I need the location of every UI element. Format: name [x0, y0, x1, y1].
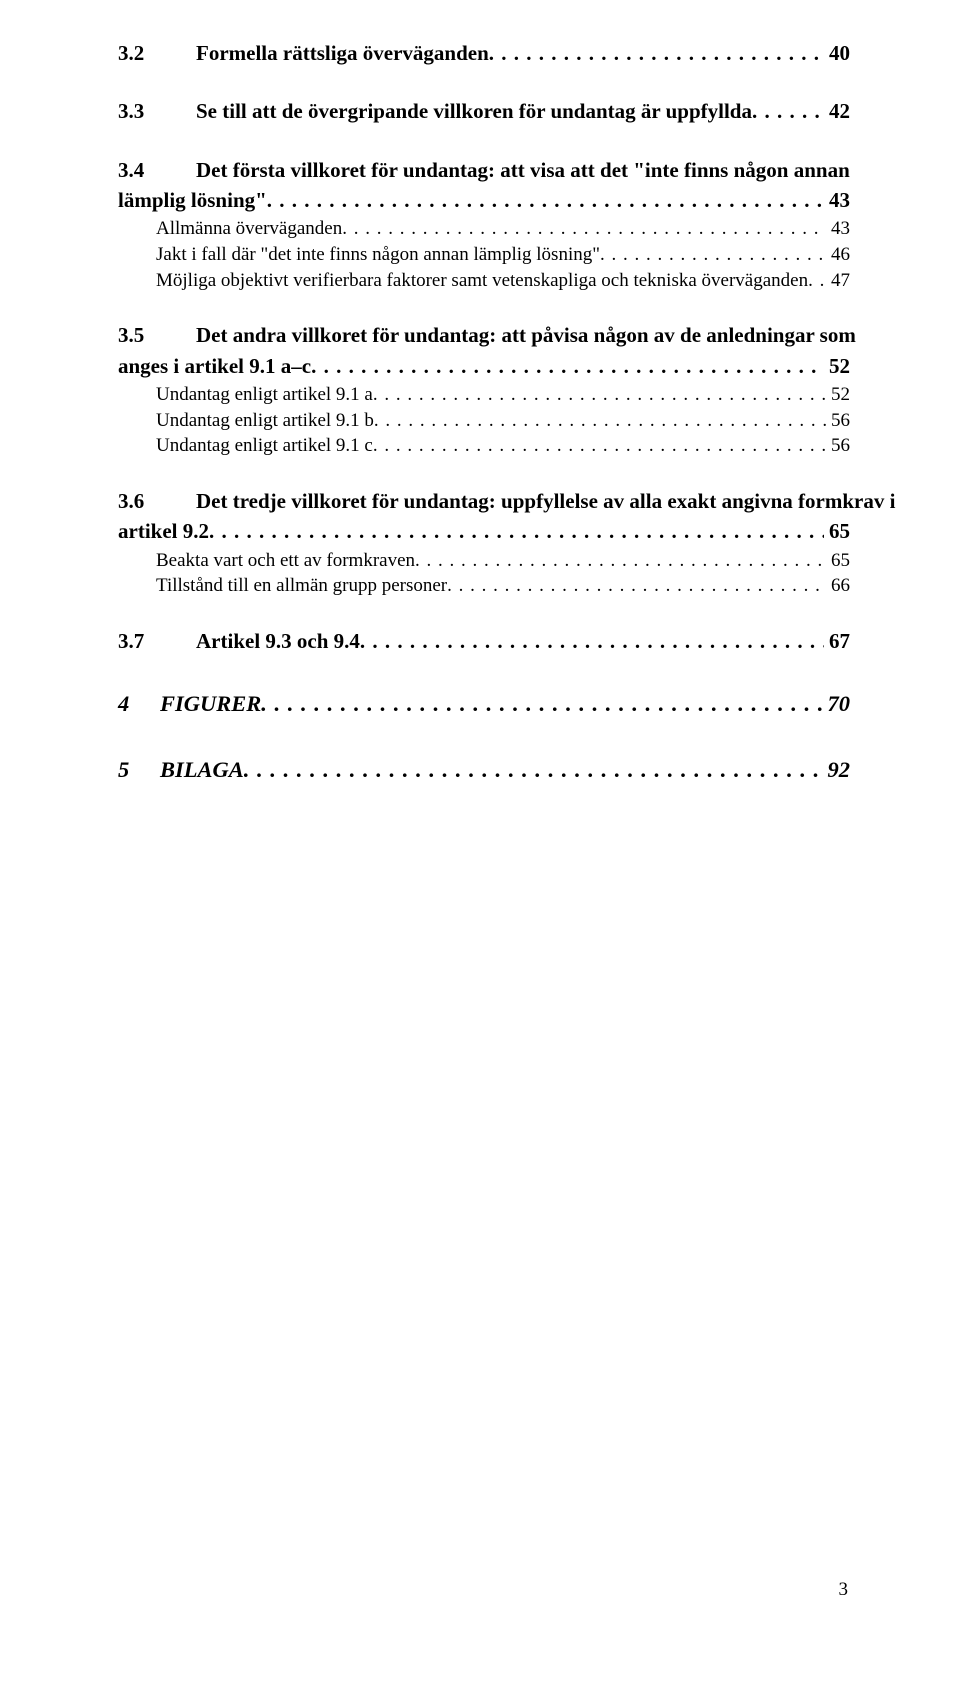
toc-leader-dots: . . . . . . . . . . . . . . . . . . . . …: [373, 434, 826, 458]
toc-entry-page: 47: [826, 269, 850, 293]
toc-entry-label: Jakt i fall där "det inte finns någon an…: [156, 243, 600, 267]
toc-entry: Undantag enligt artikel 9.1 a . . . . . …: [118, 383, 850, 407]
toc-entry-page: 43: [826, 217, 850, 241]
toc-leader-dots: . . . . . . . . . . . . . . . . . . . . …: [244, 756, 822, 784]
page-number: 3: [839, 1579, 849, 1601]
toc-entry-label: Det första villkoret för undantag: att v…: [196, 157, 850, 183]
toc-entry-label: Formella rättsliga överväganden: [196, 40, 489, 66]
toc-leader-dots: . . . . . . . . . . . . . . . . . . . . …: [261, 690, 822, 718]
toc-entry-label: Det tredje villkoret för undantag: uppfy…: [196, 488, 895, 514]
toc-entry: 3.2Formella rättsliga överväganden . . .…: [118, 40, 850, 66]
spacer: [118, 460, 850, 478]
toc-entry-label: lämplig lösning": [118, 187, 267, 213]
toc-entry-page: 67: [824, 628, 850, 654]
toc-entry-label: Se till att de övergripande villkoren fö…: [196, 98, 752, 124]
toc-entry-label: Artikel 9.3 och 9.4: [196, 628, 360, 654]
toc-entry-number: 3.3: [118, 98, 196, 124]
toc-leader-dots: . . . . . . . . . . . . . . . . . . . . …: [209, 518, 824, 544]
toc-entry-number: 5: [118, 756, 160, 784]
spacer: [118, 600, 850, 618]
toc-entry-page: 52: [824, 353, 850, 379]
toc-entry-page: 66: [826, 574, 850, 598]
toc-leader-dots: . . . . . . . . . . . . . . . . . . . . …: [489, 40, 824, 66]
toc-leader-dots: . . . . . . . . . . . . . . . . . . . . …: [600, 243, 826, 267]
toc-entry-page: 92: [822, 756, 850, 784]
spacer: [118, 658, 850, 676]
toc-entry-label: Beakta vart och ett av formkraven: [156, 549, 415, 573]
toc-entry-page: 65: [826, 549, 850, 573]
toc-entry-page: 56: [826, 434, 850, 458]
toc-entry-number: 3.5: [118, 322, 196, 348]
toc-entry: Beakta vart och ett av formkraven . . . …: [118, 549, 850, 573]
table-of-contents: 3.2Formella rättsliga överväganden . . .…: [118, 40, 850, 785]
toc-leader-dots: . . . . . . . . . . . . . . . . . . . . …: [752, 98, 824, 124]
toc-entry-page: 70: [822, 690, 850, 718]
toc-entry-label: FIGURER: [160, 690, 261, 718]
toc-entry-label: Möjliga objektivt verifierbara faktorer …: [156, 269, 808, 293]
toc-entry-number: 4: [118, 690, 160, 718]
toc-entry: 5BILAGA . . . . . . . . . . . . . . . . …: [118, 756, 850, 784]
spacer: [118, 724, 850, 742]
toc-entry-label: Allmänna överväganden: [156, 217, 342, 241]
toc-entry-label: Undantag enligt artikel 9.1 a: [156, 383, 373, 407]
toc-entry-page: 52: [826, 383, 850, 407]
toc-entry: 3.6Det tredje villkoret för undantag: up…: [118, 488, 850, 514]
toc-entry: artikel 9.2 . . . . . . . . . . . . . . …: [118, 518, 850, 544]
toc-entry-page: 65: [824, 518, 850, 544]
toc-entry: Jakt i fall där "det inte finns någon an…: [118, 243, 850, 267]
toc-entry-label: anges i artikel 9.1 a–c: [118, 353, 311, 379]
toc-entry-label: Det andra villkoret för undantag: att på…: [196, 322, 856, 348]
toc-entry-label: Undantag enligt artikel 9.1 b: [156, 409, 374, 433]
toc-entry-number: 3.6: [118, 488, 196, 514]
spacer: [118, 294, 850, 312]
toc-leader-dots: . . . . . . . . . . . . . . . . . . . . …: [415, 549, 826, 573]
toc-leader-dots: . . . . . . . . . . . . . . . . . . . . …: [360, 628, 824, 654]
toc-entry: 3.3Se till att de övergripande villkoren…: [118, 98, 850, 124]
toc-entry: 4FIGURER . . . . . . . . . . . . . . . .…: [118, 690, 850, 718]
toc-leader-dots: . . . . . . . . . . . . . . . . . . . . …: [311, 353, 824, 379]
toc-entry: 3.7Artikel 9.3 och 9.4 . . . . . . . . .…: [118, 628, 850, 654]
toc-entry-number: 3.7: [118, 628, 196, 654]
toc-entry-number: 3.4: [118, 157, 196, 183]
toc-entry: Undantag enligt artikel 9.1 c . . . . . …: [118, 434, 850, 458]
toc-entry-label: BILAGA: [160, 756, 244, 784]
toc-entry: Allmänna överväganden . . . . . . . . . …: [118, 217, 850, 241]
toc-entry: anges i artikel 9.1 a–c . . . . . . . . …: [118, 353, 850, 379]
document-page: 3.2Formella rättsliga överväganden . . .…: [0, 0, 960, 1693]
toc-leader-dots: . . . . . . . . . . . . . . . . . . . . …: [808, 269, 826, 293]
toc-entry-page: 56: [826, 409, 850, 433]
toc-entry: lämplig lösning" . . . . . . . . . . . .…: [118, 187, 850, 213]
toc-entry-label: Tillstånd till en allmän grupp personer: [156, 574, 447, 598]
toc-leader-dots: . . . . . . . . . . . . . . . . . . . . …: [447, 574, 826, 598]
toc-leader-dots: . . . . . . . . . . . . . . . . . . . . …: [373, 383, 826, 407]
toc-entry: 3.4Det första villkoret för undantag: at…: [118, 157, 850, 183]
toc-entry: 3.5Det andra villkoret för undantag: att…: [118, 322, 850, 348]
toc-entry-page: 42: [824, 98, 850, 124]
toc-entry: Möjliga objektivt verifierbara faktorer …: [118, 269, 850, 293]
toc-leader-dots: . . . . . . . . . . . . . . . . . . . . …: [267, 187, 824, 213]
toc-entry-number: 3.2: [118, 40, 196, 66]
toc-entry: Undantag enligt artikel 9.1 b . . . . . …: [118, 409, 850, 433]
toc-entry-page: 43: [824, 187, 850, 213]
toc-entry-page: 40: [824, 40, 850, 66]
toc-entry-label: Undantag enligt artikel 9.1 c: [156, 434, 373, 458]
toc-entry-label: artikel 9.2: [118, 518, 209, 544]
toc-entry: Tillstånd till en allmän grupp personer …: [118, 574, 850, 598]
toc-entry-page: 46: [826, 243, 850, 267]
spacer: [118, 129, 850, 147]
spacer: [118, 70, 850, 88]
toc-leader-dots: . . . . . . . . . . . . . . . . . . . . …: [342, 217, 826, 241]
toc-leader-dots: . . . . . . . . . . . . . . . . . . . . …: [374, 409, 826, 433]
